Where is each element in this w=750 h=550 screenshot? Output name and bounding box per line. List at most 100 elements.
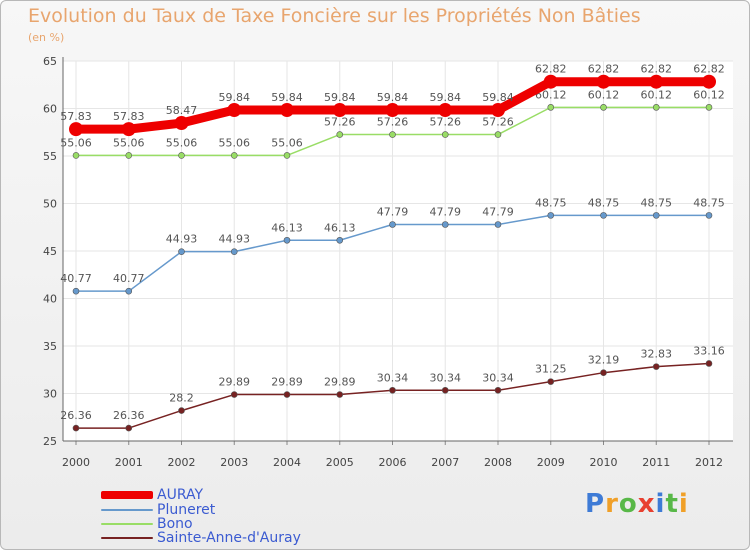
x-tick-label: 2007 (431, 456, 459, 469)
x-tick-label: 2006 (379, 456, 407, 469)
data-point-bono (178, 152, 185, 159)
proxiti-logo: Proxiti (585, 489, 689, 519)
legend-label: Sainte-Anne-d'Auray (157, 529, 301, 546)
data-point-bono (230, 152, 238, 159)
y-tick-label: 45 (43, 245, 57, 258)
data-label-pluneret: 46.13 (324, 221, 356, 234)
legend-item-pluneret[interactable]: Pluneret (101, 501, 216, 518)
data-point-pluneret (178, 248, 185, 255)
data-point-sainte-anne-d-auray (652, 363, 660, 370)
x-tick-label: 2011 (642, 456, 670, 469)
data-label-sainte-anne-d-auray: 30.34 (377, 371, 409, 384)
data-point-pluneret (600, 212, 607, 219)
data-point-sainte-anne-d-auray (494, 386, 502, 394)
x-tick-label: 2005 (326, 456, 354, 469)
logo-letter: t (665, 489, 679, 519)
legend-swatch (101, 536, 153, 539)
data-label-auray: 62.82 (535, 63, 567, 76)
data-label-sainte-anne-d-auray: 32.83 (641, 348, 673, 361)
data-point-sainte-anne-d-auray (600, 369, 607, 376)
data-label-auray: 59.84 (324, 91, 356, 104)
data-point-sainte-anne-d-auray (230, 391, 238, 398)
data-point-sainte-anne-d-auray (336, 391, 344, 398)
data-point-pluneret (336, 236, 344, 244)
data-label-sainte-anne-d-auray: 26.36 (113, 409, 145, 422)
data-point-bono (283, 152, 291, 159)
data-label-bono: 60.12 (588, 88, 620, 101)
data-label-sainte-anne-d-auray: 29.89 (324, 376, 356, 389)
data-label-auray: 57.83 (113, 110, 145, 123)
legend-swatch (101, 490, 153, 499)
data-label-sainte-anne-d-auray: 30.34 (482, 371, 514, 384)
x-tick-label: 2008 (484, 456, 512, 469)
data-label-auray: 62.82 (693, 63, 725, 76)
data-point-sainte-anne-d-auray (72, 424, 80, 432)
data-point-pluneret (283, 236, 291, 244)
data-point-bono (441, 131, 449, 138)
data-point-bono (547, 104, 555, 111)
data-point-auray (385, 103, 400, 118)
data-label-pluneret: 48.75 (693, 196, 725, 209)
x-tick-label: 2004 (273, 456, 301, 469)
data-point-bono (389, 131, 396, 138)
data-point-pluneret (441, 221, 449, 228)
data-label-bono: 60.12 (535, 88, 567, 101)
unit-label: (en %) (28, 31, 65, 44)
y-tick-label: 60 (43, 103, 57, 116)
x-tick-label: 2009 (537, 456, 565, 469)
logo-letter: x (637, 489, 656, 519)
data-point-auray (596, 74, 611, 89)
data-label-auray: 59.84 (482, 91, 514, 104)
legend-label: Pluneret (157, 501, 216, 518)
data-label-bono: 57.26 (377, 116, 409, 129)
legend-item-auray[interactable]: AURAY (101, 486, 204, 503)
y-tick-label: 35 (43, 340, 57, 353)
data-point-auray (332, 103, 347, 118)
logo-letter: r (605, 489, 619, 519)
data-label-bono: 57.26 (482, 116, 514, 129)
logo-letter: P (585, 489, 606, 519)
data-point-auray (491, 103, 505, 118)
data-point-pluneret (125, 287, 133, 295)
data-point-sainte-anne-d-auray (705, 360, 713, 367)
data-point-pluneret (389, 221, 396, 228)
data-point-auray (438, 103, 453, 118)
data-label-bono: 55.06 (219, 136, 251, 149)
data-point-sainte-anne-d-auray (125, 424, 133, 432)
y-tick-label: 50 (43, 198, 57, 211)
data-label-bono: 55.06 (60, 136, 92, 149)
data-point-auray (174, 116, 189, 131)
data-point-bono (652, 104, 660, 111)
data-label-sainte-anne-d-auray: 26.36 (60, 409, 92, 422)
chart-title: Evolution du Taux de Taxe Foncière sur l… (28, 5, 641, 27)
data-label-auray: 62.82 (588, 63, 620, 76)
data-point-bono (125, 152, 133, 159)
data-point-auray (649, 74, 664, 89)
data-point-auray (69, 122, 83, 137)
data-point-bono (600, 104, 607, 111)
data-label-pluneret: 48.75 (535, 196, 567, 209)
logo-letter: i (655, 489, 666, 519)
data-label-auray: 59.84 (377, 91, 409, 104)
data-point-sainte-anne-d-auray (441, 386, 449, 394)
data-label-sainte-anne-d-auray: 30.34 (430, 371, 462, 384)
legend-label: AURAY (157, 486, 204, 503)
y-tick-label: 40 (43, 293, 57, 306)
data-point-bono (336, 131, 344, 138)
data-label-pluneret: 47.79 (430, 205, 462, 218)
data-label-auray: 57.83 (60, 110, 92, 123)
data-point-sainte-anne-d-auray (547, 378, 555, 385)
legend-item-sainte-anne-d-auray[interactable]: Sainte-Anne-d'Auray (101, 529, 301, 546)
legend-item-bono[interactable]: Bono (101, 515, 193, 532)
data-label-pluneret: 44.93 (219, 233, 251, 246)
logo-letter: o (618, 489, 638, 519)
data-label-sainte-anne-d-auray: 31.25 (535, 363, 567, 376)
data-point-auray (702, 74, 716, 89)
data-label-sainte-anne-d-auray: 28.2 (169, 392, 194, 405)
data-label-auray: 59.84 (219, 91, 251, 104)
data-label-bono: 55.06 (166, 136, 198, 149)
data-point-sainte-anne-d-auray (283, 391, 291, 398)
legend-label: Bono (157, 515, 193, 532)
data-point-pluneret (230, 248, 238, 255)
